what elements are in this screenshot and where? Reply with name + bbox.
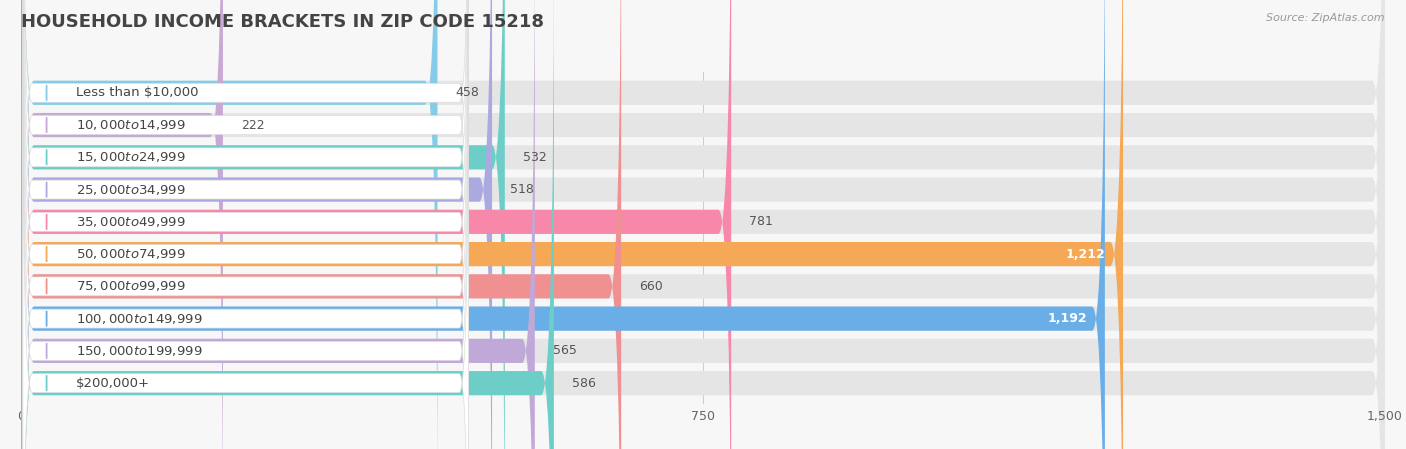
Text: Less than $10,000: Less than $10,000: [76, 86, 198, 99]
FancyBboxPatch shape: [22, 0, 468, 449]
Text: 565: 565: [553, 344, 576, 357]
FancyBboxPatch shape: [21, 0, 1123, 449]
Text: 1,192: 1,192: [1047, 312, 1087, 325]
FancyBboxPatch shape: [21, 0, 534, 449]
FancyBboxPatch shape: [21, 0, 505, 449]
Text: 458: 458: [456, 86, 479, 99]
FancyBboxPatch shape: [21, 0, 621, 449]
Text: 518: 518: [510, 183, 534, 196]
FancyBboxPatch shape: [21, 0, 1385, 449]
Text: $10,000 to $14,999: $10,000 to $14,999: [76, 118, 186, 132]
Text: 781: 781: [749, 216, 773, 229]
FancyBboxPatch shape: [22, 38, 468, 449]
Text: Source: ZipAtlas.com: Source: ZipAtlas.com: [1267, 13, 1385, 23]
FancyBboxPatch shape: [21, 0, 1385, 449]
FancyBboxPatch shape: [21, 0, 437, 449]
Text: $35,000 to $49,999: $35,000 to $49,999: [76, 215, 186, 229]
FancyBboxPatch shape: [21, 0, 1385, 449]
FancyBboxPatch shape: [21, 0, 1385, 449]
FancyBboxPatch shape: [21, 0, 1385, 449]
FancyBboxPatch shape: [22, 70, 468, 449]
FancyBboxPatch shape: [21, 0, 1385, 449]
Text: 1,212: 1,212: [1066, 247, 1105, 260]
FancyBboxPatch shape: [22, 0, 468, 449]
Text: $50,000 to $74,999: $50,000 to $74,999: [76, 247, 186, 261]
Text: 532: 532: [523, 151, 547, 164]
FancyBboxPatch shape: [22, 0, 468, 406]
Text: $200,000+: $200,000+: [76, 377, 149, 390]
FancyBboxPatch shape: [21, 0, 1385, 449]
Text: HOUSEHOLD INCOME BRACKETS IN ZIP CODE 15218: HOUSEHOLD INCOME BRACKETS IN ZIP CODE 15…: [21, 13, 544, 31]
FancyBboxPatch shape: [21, 0, 224, 449]
Text: $150,000 to $199,999: $150,000 to $199,999: [76, 344, 202, 358]
FancyBboxPatch shape: [21, 0, 554, 449]
FancyBboxPatch shape: [22, 0, 468, 449]
Text: 660: 660: [640, 280, 664, 293]
Text: $25,000 to $34,999: $25,000 to $34,999: [76, 183, 186, 197]
FancyBboxPatch shape: [22, 0, 468, 449]
FancyBboxPatch shape: [21, 0, 1105, 449]
Text: $15,000 to $24,999: $15,000 to $24,999: [76, 150, 186, 164]
FancyBboxPatch shape: [21, 0, 1385, 449]
FancyBboxPatch shape: [22, 0, 468, 449]
FancyBboxPatch shape: [22, 0, 468, 438]
Text: $100,000 to $149,999: $100,000 to $149,999: [76, 312, 202, 326]
Text: 222: 222: [240, 119, 264, 132]
Text: 586: 586: [572, 377, 596, 390]
FancyBboxPatch shape: [21, 0, 731, 449]
FancyBboxPatch shape: [21, 0, 492, 449]
FancyBboxPatch shape: [21, 0, 1385, 449]
Text: $75,000 to $99,999: $75,000 to $99,999: [76, 279, 186, 293]
FancyBboxPatch shape: [21, 0, 1385, 449]
FancyBboxPatch shape: [22, 5, 468, 449]
